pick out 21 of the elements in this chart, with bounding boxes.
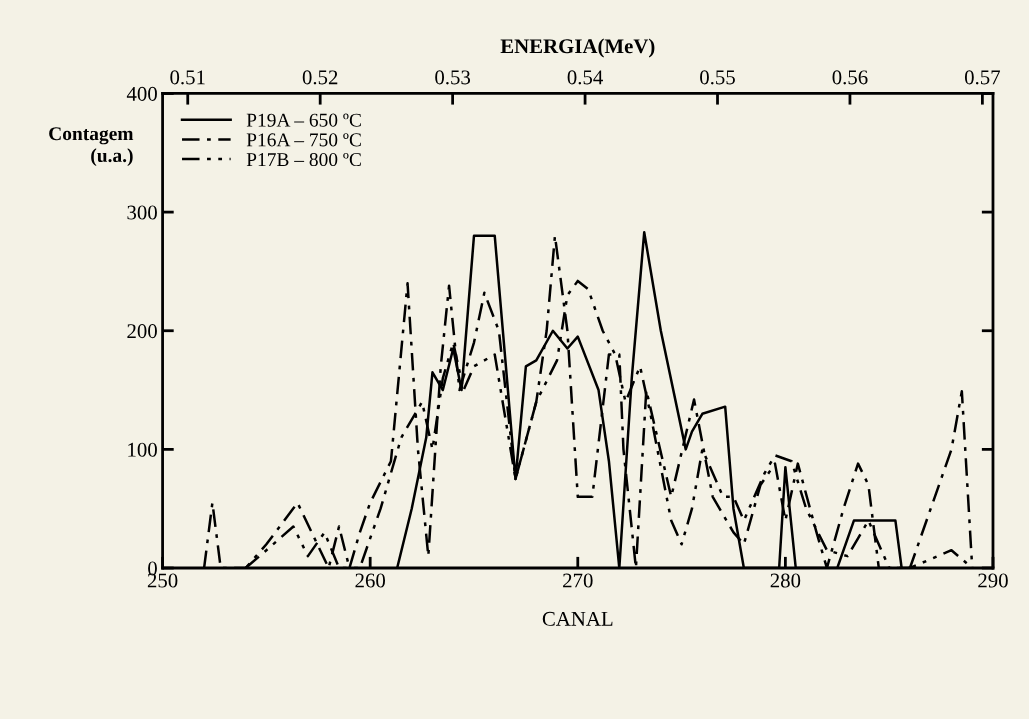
x2-tick-label: 0.51 <box>170 70 205 85</box>
legend-label: P19A – 650 ºC <box>246 113 361 127</box>
x-axis-title: CANAL <box>542 611 613 626</box>
y-tick-label: 100 <box>128 442 157 457</box>
y-tick-label: 400 <box>126 86 157 101</box>
x2-tick-label: 0.57 <box>964 70 1001 85</box>
x2-tick-label: 0.52 <box>302 70 338 85</box>
y-tick-label: 200 <box>127 324 157 339</box>
x2-axis-title: ENERGIA(MeV) <box>500 38 655 58</box>
x2-tick-label: 0.55 <box>700 70 735 85</box>
y-tick-label: 300 <box>127 205 157 220</box>
x-tick-label: 280 <box>770 573 801 588</box>
x-tick-label: 270 <box>563 573 593 588</box>
legend-label: P17B – 800 ºC <box>246 152 361 167</box>
x2-tick-label: 0.56 <box>832 70 868 85</box>
x2-tick-label: 0.54 <box>567 70 603 85</box>
x-tick-label: 290 <box>978 573 1008 588</box>
x-tick-label: 260 <box>355 573 386 588</box>
x2-tick-label: 0.53 <box>435 70 471 85</box>
y-axis-title: Contagem (u.a.) <box>49 127 134 166</box>
legend-label: P16A – 750 ºC <box>246 133 361 147</box>
